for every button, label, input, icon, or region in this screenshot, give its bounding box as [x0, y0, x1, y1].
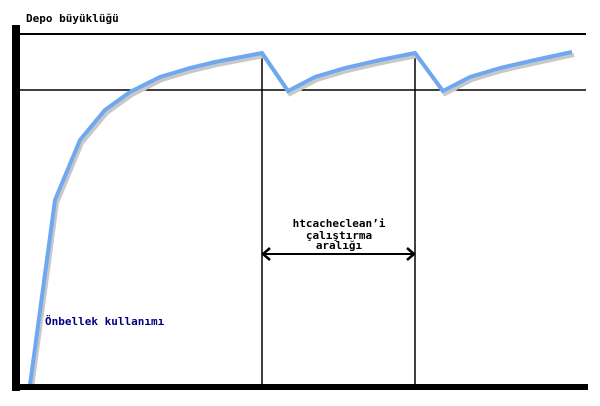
y-axis-label: Depo büyüklüğü	[26, 12, 119, 25]
cache-usage-curve	[28, 50, 573, 386]
x-axis	[12, 384, 588, 390]
arrow-head-right-icon	[406, 247, 416, 261]
curve-label: Önbellek kullanımı	[45, 314, 165, 328]
y-axis	[12, 25, 20, 391]
arrow-head-left-icon	[261, 247, 271, 261]
interval-label-line-3: aralığı	[316, 239, 363, 252]
cache-usage-curve-shadow	[30, 53, 575, 389]
interval-label-line-2: çalıştırma	[306, 229, 372, 242]
interval-label-line-1: htcacheclean’i	[293, 217, 386, 230]
